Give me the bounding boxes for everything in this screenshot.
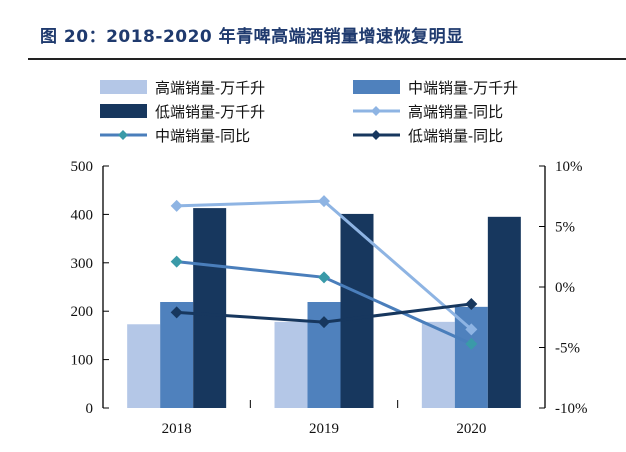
bar-2020-1 (454, 306, 488, 408)
right-tick-label: 5% (555, 220, 575, 236)
bar-2019-0 (274, 321, 308, 408)
right-tick-label: -10% (555, 401, 588, 417)
bar-2020-2 (487, 216, 521, 408)
left-tick-label: 0 (86, 401, 94, 417)
left-tick-label: 500 (71, 159, 94, 175)
right-tick-label: 10% (555, 159, 583, 175)
figure-title: 图 20：2018-2020 年青啤高端酒销量增速恢复明显 (40, 27, 464, 47)
line-marker-2019 (318, 316, 330, 329)
line-marker-2020 (465, 297, 478, 310)
left-tick-label: 400 (71, 207, 94, 223)
legend-swatch (353, 80, 400, 94)
line-marker-2018 (170, 199, 183, 212)
bar-2018-2 (193, 208, 227, 408)
legend-swatch (100, 104, 147, 118)
category-label: 2019 (309, 421, 339, 437)
legend-marker (371, 106, 381, 116)
bar-2018-0 (127, 324, 161, 408)
bar-2020-0 (421, 321, 455, 408)
line-marker-2018 (170, 306, 183, 319)
line-marker-2020 (465, 323, 478, 336)
line-marker-2019 (318, 195, 330, 208)
bar-2019-2 (340, 213, 374, 408)
line-marker-2018 (170, 255, 183, 268)
line-marker-2020 (465, 337, 478, 350)
category-label: 2018 (162, 421, 192, 437)
legend-label: 高端销量-万千升 (155, 79, 265, 97)
legend-marker (371, 130, 381, 140)
left-tick-label: 200 (71, 304, 94, 320)
legend-label: 低端销量-万千升 (155, 103, 265, 121)
title-rule (28, 58, 626, 60)
legend-swatch (100, 80, 147, 94)
right-tick-label: -5% (555, 341, 580, 357)
legend-label: 中端销量-同比 (155, 127, 250, 145)
right-tick-label: 0% (555, 280, 575, 296)
legend-label: 高端销量-同比 (408, 103, 503, 121)
legend-label: 低端销量-同比 (408, 127, 503, 145)
category-label: 2020 (456, 421, 486, 437)
legend-label: 中端销量-万千升 (408, 79, 518, 97)
left-tick-label: 100 (71, 353, 94, 369)
left-tick-label: 300 (71, 256, 94, 272)
bar-2018-1 (160, 302, 194, 408)
line-marker-2019 (318, 271, 330, 284)
legend-marker (118, 130, 128, 140)
